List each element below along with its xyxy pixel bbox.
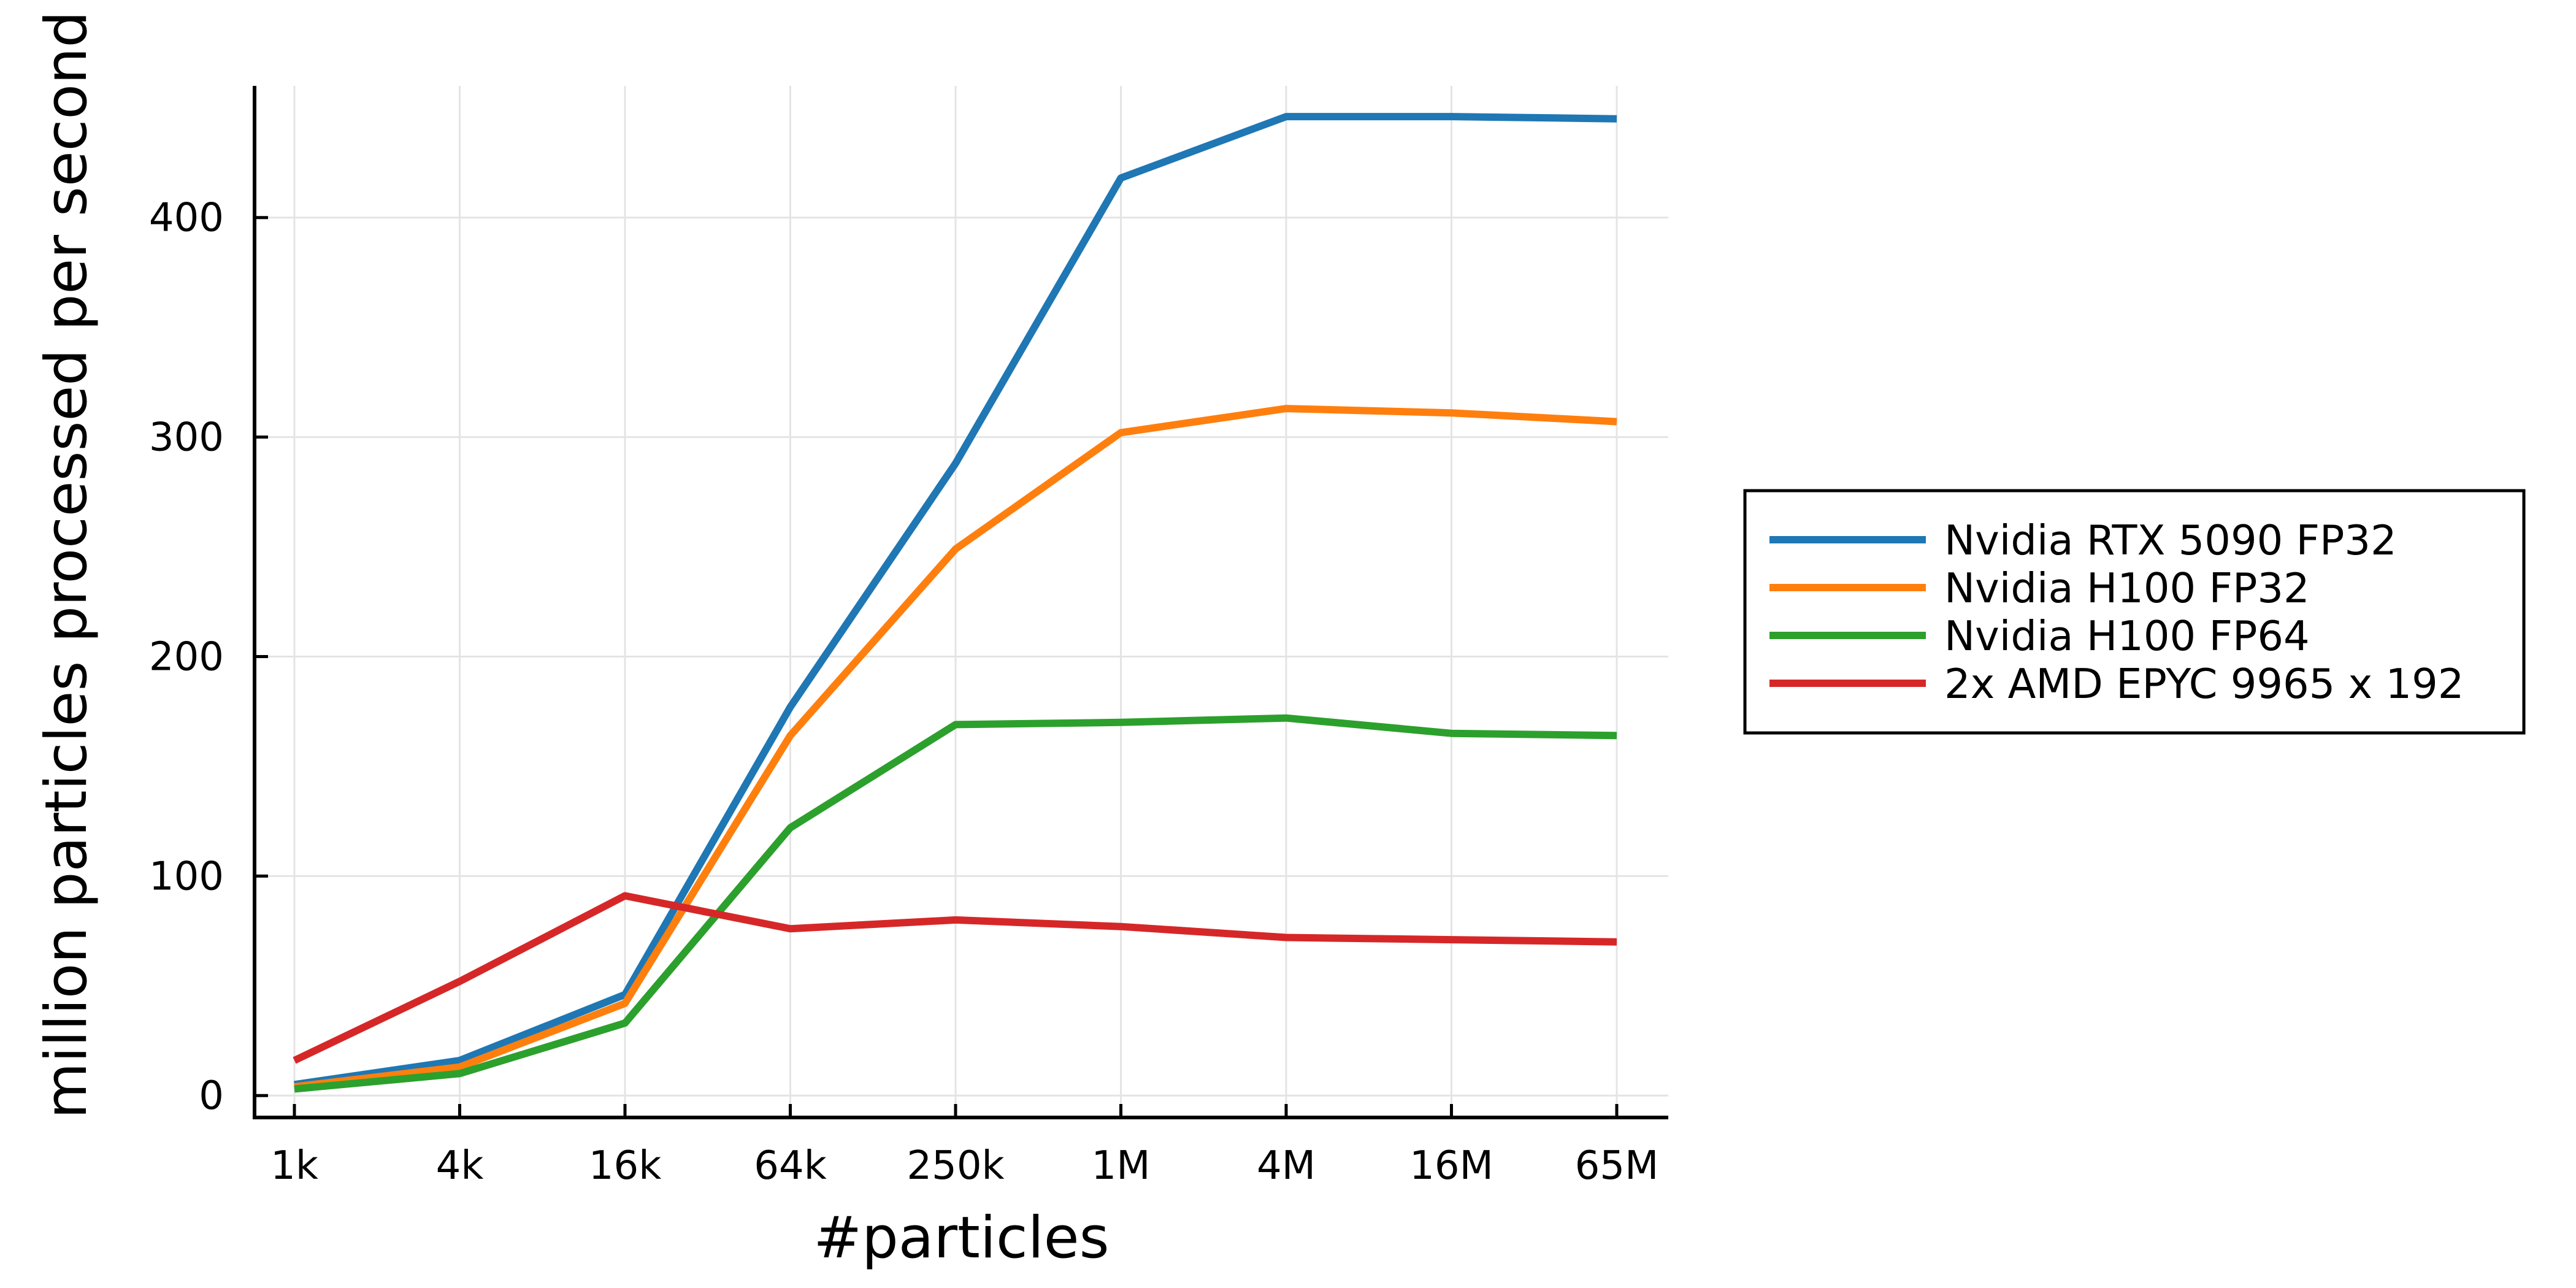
x-tick-label: 65M [1575, 1143, 1659, 1189]
y-tick-label: 400 [149, 196, 224, 241]
series-line-3 [294, 714, 1617, 1093]
series-lines [293, 113, 1617, 1093]
x-tick-label: 1k [270, 1143, 318, 1189]
x-tick-label: 16M [1409, 1143, 1493, 1189]
gridlines [255, 86, 1668, 1117]
x-tick-label: 16k [589, 1143, 662, 1189]
y-tick-label: 200 [149, 634, 224, 680]
y-axis-title: million particles processed per second [33, 11, 100, 1119]
x-tick-label: 250k [907, 1143, 1004, 1189]
legend-label-1: Nvidia RTX 5090 FP32 [1944, 516, 2397, 564]
x-axis-title: #particles [813, 1205, 1109, 1271]
series-line-1 [294, 113, 1617, 1089]
tick-labels: 1k 4k 16k 64k 250k 1M 4M 16M 65M 0 100 200 300 400 [149, 196, 1658, 1189]
x-tick-label: 64k [754, 1143, 827, 1189]
axes [253, 86, 1668, 1119]
y-tick-label: 300 [149, 415, 224, 461]
legend-label-3: Nvidia H100 FP64 [1944, 612, 2310, 660]
series-line-2 [294, 405, 1617, 1091]
legend-box [1743, 489, 2526, 735]
y-tick-label: 0 [199, 1073, 224, 1119]
y-tick-label: 100 [149, 854, 224, 899]
series-line-4 [293, 892, 1617, 1064]
legend-label-2: Nvidia H100 FP32 [1944, 564, 2310, 612]
x-tick-label: 4M [1257, 1143, 1316, 1189]
x-tick-label: 4k [436, 1143, 484, 1189]
legend-label-4: 2x AMD EPYC 9965 x 192 [1944, 660, 2464, 708]
x-tick-label: 1M [1092, 1143, 1151, 1189]
